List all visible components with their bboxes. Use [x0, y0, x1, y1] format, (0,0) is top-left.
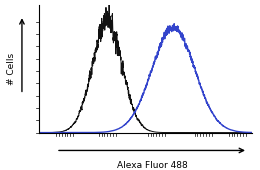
Text: Alexa Fluor 488: Alexa Fluor 488 [117, 161, 187, 170]
Text: # Cells: # Cells [7, 53, 16, 85]
